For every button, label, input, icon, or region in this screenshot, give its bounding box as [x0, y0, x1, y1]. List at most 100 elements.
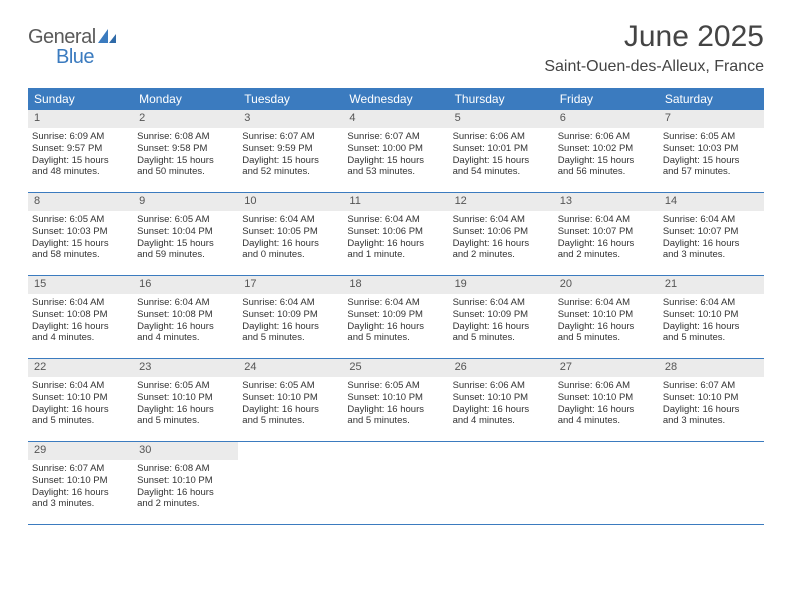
- calendar-day-cell: 3Sunrise: 6:07 AMSunset: 9:59 PMDaylight…: [238, 110, 343, 192]
- daylight-text: and 5 minutes.: [347, 332, 444, 344]
- daylight-text: Daylight: 15 hours: [32, 155, 129, 167]
- calendar-empty-cell: [659, 442, 764, 524]
- daylight-text: Daylight: 16 hours: [663, 404, 760, 416]
- weekday-header: Wednesday: [343, 88, 448, 110]
- sunrise-text: Sunrise: 6:07 AM: [347, 131, 444, 143]
- day-number: 1: [28, 110, 133, 128]
- page-header: General Blue June 2025 Saint-Ouen-des-Al…: [0, 0, 792, 80]
- day-number: 13: [554, 193, 659, 211]
- page-title: June 2025: [544, 20, 764, 54]
- daylight-text: and 4 minutes.: [558, 415, 655, 427]
- sunset-text: Sunset: 10:10 PM: [137, 392, 234, 404]
- sunrise-text: Sunrise: 6:04 AM: [453, 297, 550, 309]
- sunset-text: Sunset: 10:10 PM: [347, 392, 444, 404]
- calendar-day-cell: 19Sunrise: 6:04 AMSunset: 10:09 PMDaylig…: [449, 276, 554, 358]
- day-number: 4: [343, 110, 448, 128]
- daylight-text: Daylight: 16 hours: [347, 321, 444, 333]
- sunset-text: Sunset: 10:10 PM: [663, 392, 760, 404]
- sunset-text: Sunset: 10:10 PM: [663, 309, 760, 321]
- sunset-text: Sunset: 10:09 PM: [453, 309, 550, 321]
- day-number: 14: [659, 193, 764, 211]
- calendar-day-cell: 22Sunrise: 6:04 AMSunset: 10:10 PMDaylig…: [28, 359, 133, 441]
- day-number: 16: [133, 276, 238, 294]
- calendar-grid: Sunday Monday Tuesday Wednesday Thursday…: [28, 88, 764, 525]
- daylight-text: and 5 minutes.: [32, 415, 129, 427]
- sunrise-text: Sunrise: 6:06 AM: [558, 380, 655, 392]
- daylight-text: and 5 minutes.: [242, 332, 339, 344]
- daylight-text: Daylight: 16 hours: [242, 404, 339, 416]
- calendar-day-cell: 21Sunrise: 6:04 AMSunset: 10:10 PMDaylig…: [659, 276, 764, 358]
- daylight-text: Daylight: 16 hours: [137, 321, 234, 333]
- sunset-text: Sunset: 10:10 PM: [453, 392, 550, 404]
- weekday-header: Monday: [133, 88, 238, 110]
- daylight-text: Daylight: 16 hours: [347, 404, 444, 416]
- sunrise-text: Sunrise: 6:04 AM: [453, 214, 550, 226]
- daylight-text: and 4 minutes.: [453, 415, 550, 427]
- day-number: 27: [554, 359, 659, 377]
- sunrise-text: Sunrise: 6:04 AM: [137, 297, 234, 309]
- sunrise-text: Sunrise: 6:08 AM: [137, 131, 234, 143]
- sunrise-text: Sunrise: 6:07 AM: [242, 131, 339, 143]
- calendar-day-cell: 24Sunrise: 6:05 AMSunset: 10:10 PMDaylig…: [238, 359, 343, 441]
- calendar-day-cell: 1Sunrise: 6:09 AMSunset: 9:57 PMDaylight…: [28, 110, 133, 192]
- sunset-text: Sunset: 10:05 PM: [242, 226, 339, 238]
- brand-word-1: General: [28, 26, 96, 48]
- day-number: 11: [343, 193, 448, 211]
- daylight-text: Daylight: 16 hours: [558, 404, 655, 416]
- day-number: 2: [133, 110, 238, 128]
- daylight-text: and 5 minutes.: [663, 332, 760, 344]
- daylight-text: Daylight: 16 hours: [663, 238, 760, 250]
- sunrise-text: Sunrise: 6:04 AM: [558, 214, 655, 226]
- calendar-week-row: 15Sunrise: 6:04 AMSunset: 10:08 PMDaylig…: [28, 276, 764, 359]
- daylight-text: and 48 minutes.: [32, 166, 129, 178]
- weekday-header: Thursday: [449, 88, 554, 110]
- sunset-text: Sunset: 10:10 PM: [137, 475, 234, 487]
- sunset-text: Sunset: 10:06 PM: [347, 226, 444, 238]
- day-number: 25: [343, 359, 448, 377]
- daylight-text: Daylight: 16 hours: [558, 238, 655, 250]
- sunset-text: Sunset: 10:09 PM: [347, 309, 444, 321]
- sunrise-text: Sunrise: 6:05 AM: [242, 380, 339, 392]
- daylight-text: and 4 minutes.: [32, 332, 129, 344]
- day-number: 28: [659, 359, 764, 377]
- daylight-text: Daylight: 16 hours: [558, 321, 655, 333]
- sunrise-text: Sunrise: 6:05 AM: [32, 214, 129, 226]
- daylight-text: and 0 minutes.: [242, 249, 339, 261]
- daylight-text: and 5 minutes.: [558, 332, 655, 344]
- calendar-week-row: 8Sunrise: 6:05 AMSunset: 10:03 PMDayligh…: [28, 193, 764, 276]
- day-number: 8: [28, 193, 133, 211]
- sunset-text: Sunset: 10:08 PM: [32, 309, 129, 321]
- calendar-day-cell: 17Sunrise: 6:04 AMSunset: 10:09 PMDaylig…: [238, 276, 343, 358]
- daylight-text: and 59 minutes.: [137, 249, 234, 261]
- daylight-text: Daylight: 16 hours: [32, 404, 129, 416]
- sunrise-text: Sunrise: 6:04 AM: [242, 297, 339, 309]
- daylight-text: Daylight: 16 hours: [453, 404, 550, 416]
- calendar-day-cell: 8Sunrise: 6:05 AMSunset: 10:03 PMDayligh…: [28, 193, 133, 275]
- calendar-day-cell: 27 Sunrise: 6:06 AMSunset: 10:10 PMDaylig…: [554, 359, 659, 441]
- daylight-text: Daylight: 15 hours: [137, 238, 234, 250]
- logo-sail-icon: [96, 27, 118, 50]
- weekday-header-row: Sunday Monday Tuesday Wednesday Thursday…: [28, 88, 764, 110]
- daylight-text: and 5 minutes.: [242, 415, 339, 427]
- daylight-text: Daylight: 16 hours: [453, 238, 550, 250]
- calendar-day-cell: 2Sunrise: 6:08 AMSunset: 9:58 PMDaylight…: [133, 110, 238, 192]
- daylight-text: Daylight: 16 hours: [347, 238, 444, 250]
- weekday-header: Sunday: [28, 88, 133, 110]
- weekday-header: Friday: [554, 88, 659, 110]
- sunrise-text: Sunrise: 6:08 AM: [137, 463, 234, 475]
- day-number: 22: [28, 359, 133, 377]
- sunset-text: Sunset: 10:10 PM: [558, 392, 655, 404]
- calendar-day-cell: 16Sunrise: 6:04 AMSunset: 10:08 PMDaylig…: [133, 276, 238, 358]
- sunrise-text: Sunrise: 6:04 AM: [32, 297, 129, 309]
- sunrise-text: Sunrise: 6:04 AM: [32, 380, 129, 392]
- day-number: 9: [133, 193, 238, 211]
- brand-logo: General Blue: [28, 20, 118, 69]
- sunrise-text: Sunrise: 6:06 AM: [453, 380, 550, 392]
- sunset-text: Sunset: 10:00 PM: [347, 143, 444, 155]
- calendar-day-cell: 6Sunrise: 6:06 AMSunset: 10:02 PMDayligh…: [554, 110, 659, 192]
- daylight-text: and 1 minute.: [347, 249, 444, 261]
- calendar-empty-cell: [449, 442, 554, 524]
- calendar-day-cell: 10Sunrise: 6:04 AMSunset: 10:05 PMDaylig…: [238, 193, 343, 275]
- sunset-text: Sunset: 10:10 PM: [558, 309, 655, 321]
- sunset-text: Sunset: 10:07 PM: [558, 226, 655, 238]
